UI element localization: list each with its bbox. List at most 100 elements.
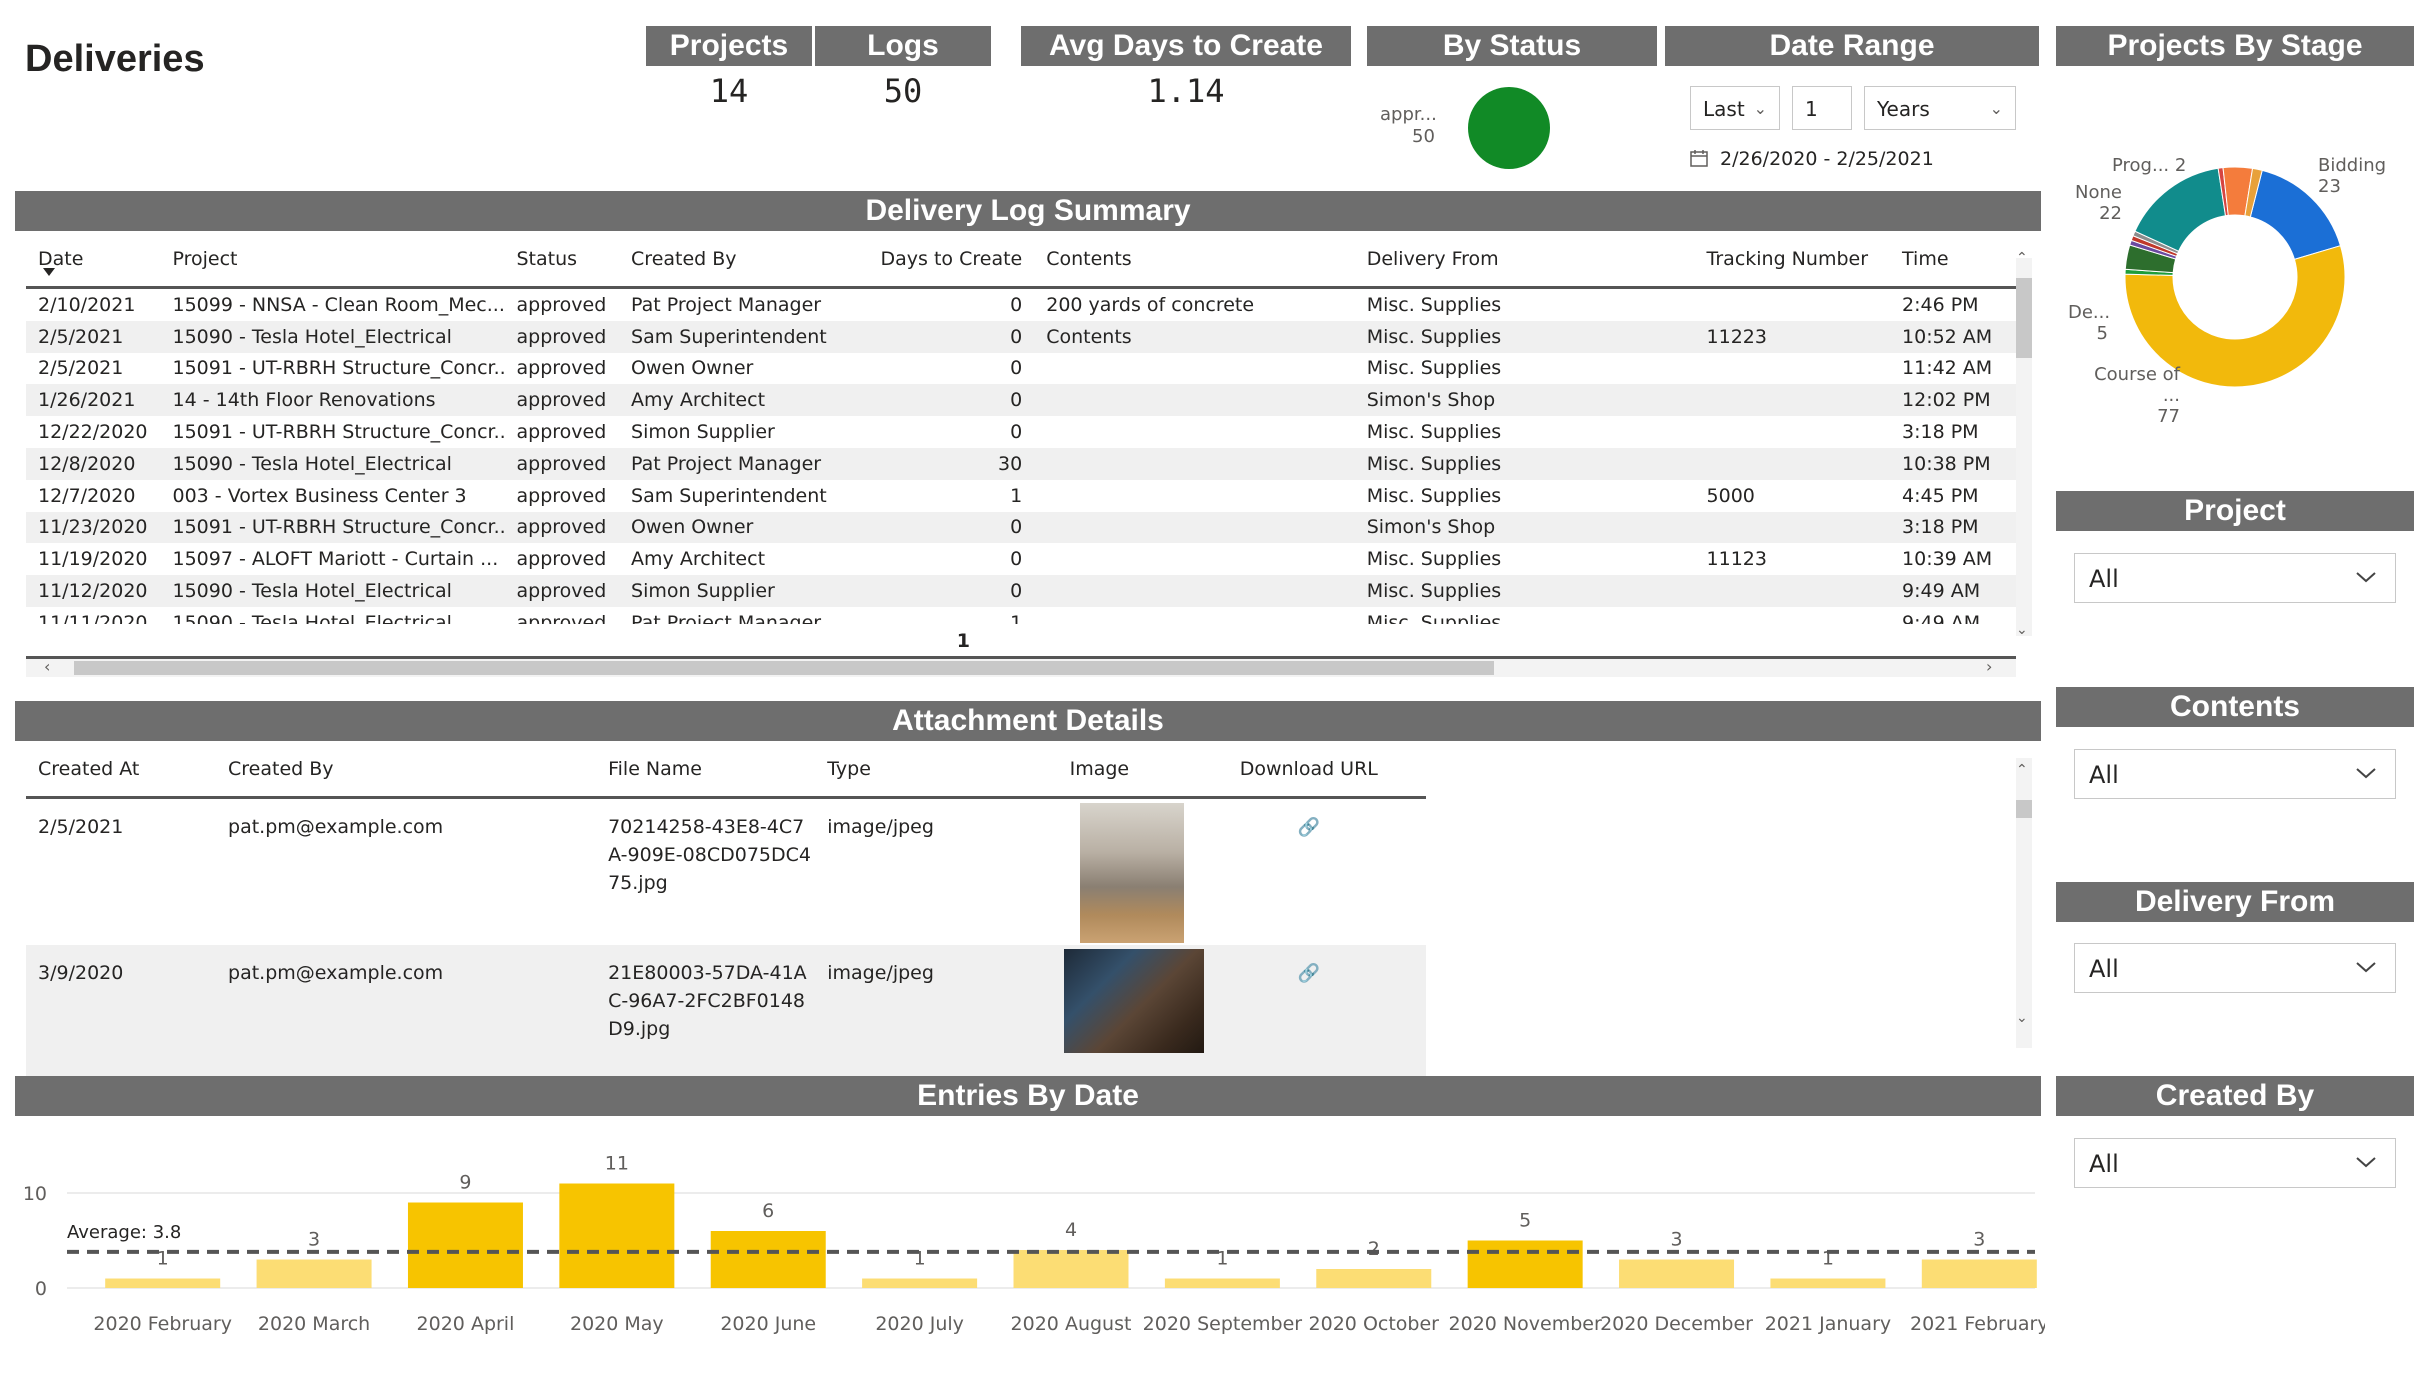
contents-slicer-dropdown[interactable]: All: [2074, 749, 2396, 799]
relative-period-dropdown[interactable]: Last ⌄: [1690, 86, 1780, 130]
col-created-by[interactable]: Created By: [216, 742, 597, 799]
col-date[interactable]: Date: [26, 232, 161, 289]
table-cell: Misc. Supplies: [1366, 421, 1502, 444]
delivery-log-vscroll-thumb[interactable]: [2016, 278, 2032, 358]
period-count-input[interactable]: 1: [1792, 86, 1852, 130]
project-slicer-dropdown[interactable]: All: [2074, 553, 2396, 603]
scroll-up-icon[interactable]: ⌃: [2016, 250, 2028, 266]
attachment-vscroll-thumb[interactable]: [2016, 800, 2032, 818]
avg-days-kpi-header: Avg Days to Create: [1021, 26, 1351, 66]
table-cell: Owen Owner: [619, 511, 862, 544]
table-row[interactable]: 12/7/2020 003 - Vortex Business Center 3 a…: [26, 480, 2016, 512]
col-type[interactable]: Type: [815, 742, 1058, 799]
col-created-by[interactable]: Created By: [619, 232, 862, 289]
scroll-down-icon[interactable]: ⌄: [2016, 622, 2028, 638]
col-days-to-create[interactable]: Days to Create: [861, 232, 1035, 289]
bar[interactable]: [1467, 1240, 1583, 1289]
attachment-table: Created At Created By File Name Type Ima…: [26, 742, 1426, 1091]
col-delivery-from[interactable]: Delivery From: [1354, 232, 1695, 289]
col-contents[interactable]: Contents: [1034, 232, 1355, 289]
entries-by-date-chart[interactable]: 0 10 1 2020 February 3 2020 March 9 2020 April 1…: [15, 1140, 2045, 1380]
table-row[interactable]: 12/22/2020 15091 - UT-RBRH Structure_Conc…: [26, 416, 2016, 448]
col-image[interactable]: Image: [1057, 742, 1228, 799]
col-file-name[interactable]: File Name: [596, 742, 816, 799]
table-row[interactable]: 2/5/2021 15090 - Tesla Hotel_Electrical ap…: [26, 320, 2016, 353]
col-status[interactable]: Status: [504, 232, 620, 289]
created-by-slicer-dropdown[interactable]: All: [2074, 1138, 2396, 1188]
scroll-right-icon[interactable]: ›: [1986, 657, 1993, 676]
table-cell: 2/10/2021: [38, 293, 136, 316]
table-row[interactable]: 11/11/2020 15090 - Tesla Hotel_Electrical…: [26, 607, 2016, 624]
delivery-log-header: Delivery Log Summary: [15, 191, 2041, 231]
status-bubble[interactable]: [1468, 87, 1550, 169]
table-cell: 15090 - Tesla Hotel_Electrical: [172, 611, 452, 624]
table-cell: [2005, 480, 2016, 512]
col-created-at[interactable]: Created At: [26, 742, 217, 799]
table-cell: [2004, 384, 2016, 417]
bar[interactable]: [1770, 1278, 1886, 1289]
table-cell: Misc. Supplies: [1354, 575, 1695, 607]
table-row[interactable]: 11/12/2020 15090 - Tesla Hotel_Electrical…: [26, 575, 2016, 607]
col-project[interactable]: Project: [160, 232, 505, 289]
avg-days-kpi-value: 1.14: [1147, 72, 1225, 110]
bar[interactable]: [862, 1278, 978, 1289]
data-label: 11: [605, 1153, 629, 1175]
table-cell: 12/8/2020: [26, 447, 161, 480]
bar[interactable]: [710, 1231, 826, 1288]
y-tick-label: 0: [35, 1278, 47, 1300]
link-icon[interactable]: 🔗: [1297, 817, 1321, 838]
table-row[interactable]: 11/23/2020 15091 - UT-RBRH Structure_Conc…: [26, 511, 2016, 544]
stage-label-course: Course of ... 77: [2094, 364, 2180, 427]
scroll-down-icon[interactable]: ⌄: [2016, 1010, 2028, 1026]
delivery-log-hscroll[interactable]: ‹ ›: [26, 656, 2016, 677]
table-cell: 11123: [1706, 548, 1767, 571]
data-label: 6: [762, 1200, 774, 1222]
page-title: Deliveries: [25, 38, 205, 80]
attachment-vscroll[interactable]: [2016, 758, 2032, 1048]
link-icon[interactable]: 🔗: [1297, 963, 1321, 984]
by-status-header: By Status: [1367, 26, 1657, 66]
data-label: 9: [459, 1172, 471, 1194]
table-row[interactable]: 2/5/2021 15091 - UT-RBRH Structure_Concr.…: [26, 353, 2016, 385]
projects-by-stage-donut[interactable]: [2056, 140, 2414, 420]
table-row[interactable]: 2/10/2021 15099 - NNSA - Clean Room_Mec..…: [26, 288, 2016, 321]
donut-slice[interactable]: [2244, 167, 2263, 218]
attachment-image-thumbnail[interactable]: [1079, 803, 1184, 943]
bar[interactable]: [1316, 1269, 1432, 1288]
col-comme[interactable]: Comme: [2004, 232, 2016, 289]
scroll-up-icon[interactable]: ⌃: [2016, 762, 2028, 778]
data-label: 3: [1973, 1229, 1985, 1251]
logs-kpi-header: Logs: [815, 26, 991, 66]
bar[interactable]: [1164, 1278, 1280, 1289]
delivery-log-hscroll-thumb[interactable]: [74, 661, 1494, 675]
table-cell: Misc. Supplies: [1366, 357, 1502, 380]
attachment-image-cell: [1057, 945, 1228, 1091]
data-label: 3: [1670, 1229, 1682, 1251]
attachment-image-thumbnail[interactable]: [1063, 949, 1204, 1053]
col-time[interactable]: Time: [1890, 232, 2005, 289]
attachment-row[interactable]: 2/5/2021 pat.pm@example.com 70214258-43E…: [26, 798, 1426, 946]
table-cell: Simon's Shop: [1354, 511, 1695, 544]
sort-desc-icon[interactable]: [43, 268, 55, 276]
bar[interactable]: [256, 1259, 372, 1289]
scroll-left-icon[interactable]: ‹: [44, 657, 51, 676]
bar[interactable]: [1013, 1250, 1129, 1288]
bar[interactable]: [1921, 1259, 2037, 1289]
delivery-from-slicer-dropdown[interactable]: All: [2074, 943, 2396, 993]
table-row[interactable]: 1/26/2021 14 - 14th Floor Renovations appr…: [26, 384, 2016, 417]
bar[interactable]: [407, 1202, 523, 1289]
table-row[interactable]: 12/8/2020 15090 - Tesla Hotel_Electrical a…: [26, 447, 2016, 480]
bar[interactable]: [559, 1183, 675, 1289]
bar[interactable]: [105, 1278, 221, 1289]
attachment-row[interactable]: 3/9/2020 pat.pm@example.com 21E80003-57D…: [26, 945, 1426, 1091]
bar[interactable]: [1619, 1259, 1735, 1289]
col-download-url[interactable]: Download URL: [1227, 742, 1426, 799]
donut-slice[interactable]: [2124, 245, 2346, 388]
period-unit-dropdown[interactable]: Years ⌄: [1864, 86, 2016, 130]
col-tracking-number[interactable]: Tracking Number: [1694, 232, 1891, 289]
created-by-slicer-value: All: [2089, 1150, 2119, 1178]
table-cell: 1: [1010, 611, 1023, 624]
delivery-log-vscroll[interactable]: [2016, 258, 2032, 636]
attachment-type: image/jpeg: [815, 945, 1058, 1091]
table-row[interactable]: 11/19/2020 15097 - ALOFT Mariott - Curtai…: [26, 543, 2016, 575]
